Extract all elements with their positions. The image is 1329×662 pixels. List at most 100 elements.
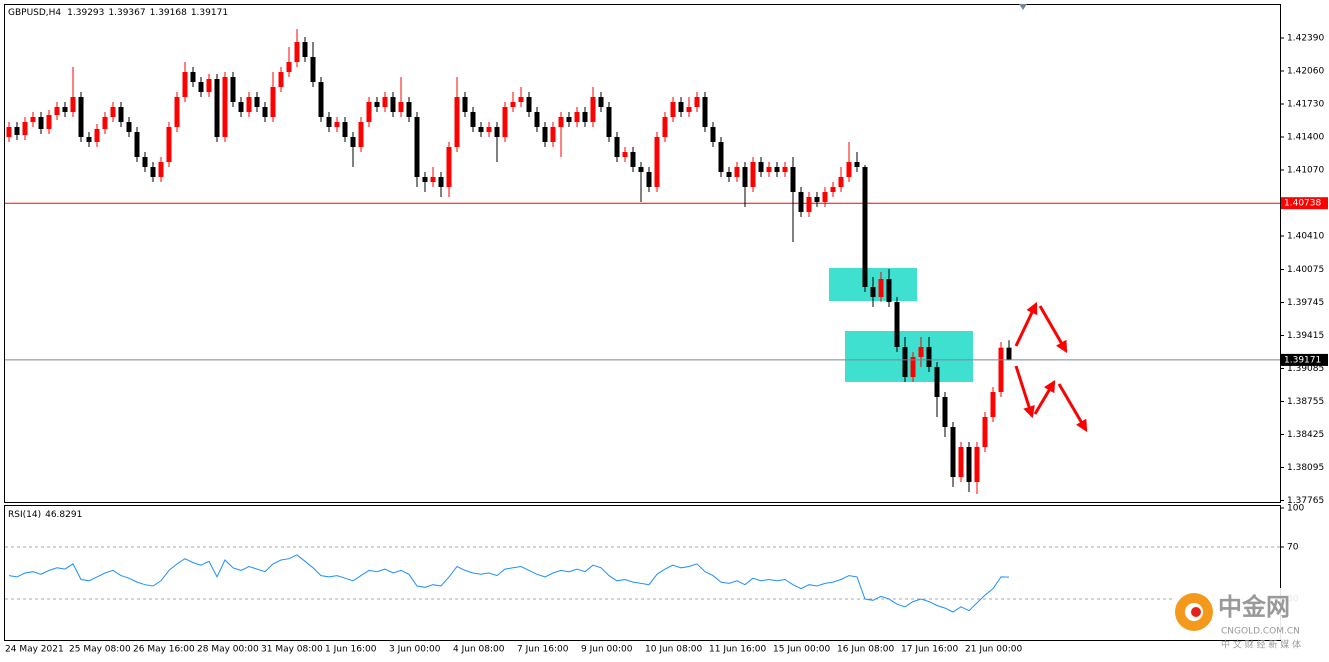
arrow — [1057, 383, 1088, 433]
candle-body — [854, 162, 860, 167]
candle-body — [262, 107, 268, 117]
candle-body — [478, 127, 484, 132]
arrow — [1033, 379, 1056, 415]
candle-body — [302, 42, 308, 57]
x-tick-label: 17 Jun 16:00 — [901, 645, 958, 655]
candle-body — [958, 447, 964, 477]
candle-body — [534, 112, 540, 127]
x-tick-label: 7 Jun 16:00 — [517, 645, 569, 655]
x-tick-label: 16 Jun 08:00 — [837, 645, 894, 655]
logo-dot — [1191, 607, 1201, 617]
x-tick-label: 4 Jun 08:00 — [453, 645, 505, 655]
x-tick-label: 31 May 08:00 — [261, 645, 323, 655]
candle-body — [358, 122, 364, 147]
candle-body — [182, 72, 188, 97]
arrow — [1038, 305, 1068, 354]
candle-body — [38, 117, 44, 129]
candle-body — [390, 97, 396, 112]
candle-body — [750, 162, 756, 187]
x-tick-label: 11 Jun 16:00 — [709, 645, 766, 655]
candle-body — [846, 162, 852, 177]
arrow — [1014, 301, 1038, 347]
candle-body — [326, 117, 332, 127]
candle-body — [678, 102, 684, 112]
candle-body — [670, 102, 676, 117]
watermark: 中金网 CNGOLD.COM.CN 中 文 财 经 新 媒 体 — [1172, 588, 1322, 651]
candle-body — [814, 197, 820, 202]
site: CNGOLD.COM.CN — [1221, 627, 1300, 637]
candle-body — [574, 112, 580, 122]
candle-body — [550, 127, 556, 142]
y-tick-label: 1.39085 — [1287, 364, 1324, 374]
candle-body — [806, 197, 812, 212]
candle-body — [654, 137, 660, 187]
annotation-arrows — [1014, 301, 1088, 433]
candle-body — [734, 167, 740, 177]
candle-body — [142, 157, 148, 167]
candle-body — [790, 167, 796, 192]
candle-body — [830, 187, 836, 192]
y-tick-label: 70 — [1287, 543, 1299, 553]
candle-body — [742, 167, 748, 187]
y-tick-label: 1.40410 — [1287, 232, 1324, 242]
candle-body — [870, 287, 876, 297]
candle-body — [62, 107, 68, 112]
x-tick-label: 24 May 2021 — [5, 645, 64, 655]
candle-body — [894, 302, 900, 347]
candle-body — [910, 357, 916, 377]
candle-body — [350, 137, 356, 147]
candle-body — [270, 87, 276, 117]
x-tick-label: 10 Jun 08:00 — [645, 645, 702, 655]
x-tick-label: 28 May 00:00 — [197, 645, 259, 655]
candle-body — [526, 97, 532, 112]
zone — [845, 331, 973, 382]
y-tick-label: 1.41730 — [1287, 100, 1324, 110]
x-tick-label: 21 Jun 00:00 — [965, 645, 1022, 655]
candle-body — [486, 127, 492, 132]
candle-body — [86, 137, 92, 142]
y-tick-label: 1.42060 — [1287, 67, 1324, 77]
candle-body — [662, 117, 668, 137]
candle-body — [206, 79, 212, 92]
candle-body — [974, 447, 980, 482]
candle-body — [46, 115, 52, 129]
header-open: 1.39293 — [67, 8, 104, 18]
candle-body — [30, 117, 36, 122]
candle-body — [78, 97, 84, 137]
candle-body — [494, 127, 500, 137]
x-tick-label: 9 Jun 00:00 — [581, 645, 633, 655]
candle-body — [886, 279, 892, 302]
candle-body — [934, 367, 940, 397]
y-tick-label: 1.37765 — [1287, 496, 1324, 506]
candle-body — [310, 57, 316, 82]
candle-body — [950, 427, 956, 477]
x-tick-label: 1 Jun 16:00 — [325, 645, 377, 655]
candle-body — [254, 97, 260, 107]
candle-body — [774, 167, 780, 172]
candle-body — [342, 122, 348, 137]
candle-body — [382, 97, 388, 107]
y-tick-label: 1.38095 — [1287, 463, 1324, 473]
rsi-name: RSI(14) — [8, 510, 41, 520]
marks: 1.42390 1.42060 1.41730 1.41400 1.41070 1.404… — [5, 29, 1328, 655]
candle-body — [838, 177, 844, 187]
candle-body — [278, 72, 284, 87]
candle-body — [374, 102, 380, 107]
candle-body — [606, 107, 612, 137]
candle-body — [630, 152, 636, 167]
candle-body — [582, 112, 588, 122]
main-panel — [4, 4, 1281, 503]
price-label: 1.40738 — [1284, 199, 1321, 209]
candle-body — [798, 192, 804, 212]
candle-body — [238, 102, 244, 112]
candle-body — [70, 97, 76, 112]
candle-body — [286, 62, 292, 72]
candle-body — [702, 97, 708, 127]
candle-body — [694, 97, 700, 107]
candle-body — [598, 97, 604, 107]
candle-body — [454, 97, 460, 147]
x-tick-label: 3 Jun 00:00 — [389, 645, 441, 655]
candle-body — [414, 117, 420, 177]
candle-body — [22, 122, 28, 135]
